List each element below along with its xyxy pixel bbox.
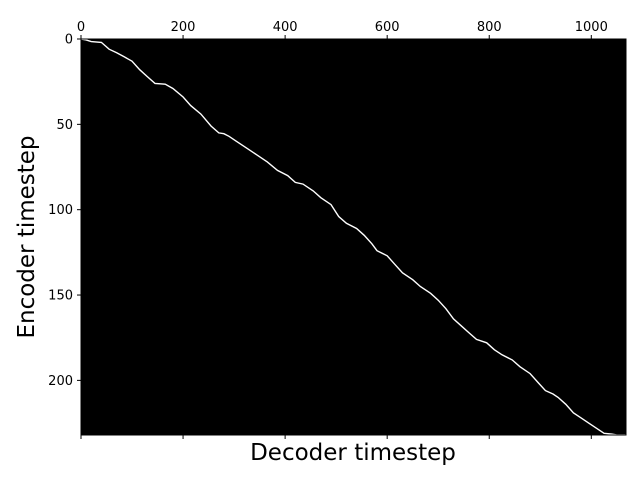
x-axis-top-ticks: 0 200 400 600 800 1000 (77, 20, 608, 39)
x-tick-label: 200 (171, 20, 196, 35)
x-tick-label: 0 (77, 20, 85, 35)
y-axis-title: Encoder timestep (14, 135, 40, 338)
alignment-path (80, 38, 626, 436)
y-tick-label: 0 (65, 33, 73, 48)
x-tick-label: 400 (273, 20, 298, 35)
heatmap-background (81, 39, 626, 435)
y-tick-label: 50 (56, 118, 73, 133)
y-tick-label: 150 (48, 289, 73, 304)
x-tick-label: 600 (375, 20, 400, 35)
x-tick-label: 800 (477, 20, 502, 35)
plot-frame (80, 38, 627, 436)
y-axis-ticks: 0 50 100 150 200 (48, 33, 81, 389)
y-tick-label: 200 (48, 374, 73, 389)
x-tick-label: 1000 (575, 20, 608, 35)
x-axis-title: Decoder timestep (250, 440, 456, 466)
x-axis-bottom-ticks (80, 435, 592, 439)
y-tick-label: 100 (48, 203, 73, 218)
